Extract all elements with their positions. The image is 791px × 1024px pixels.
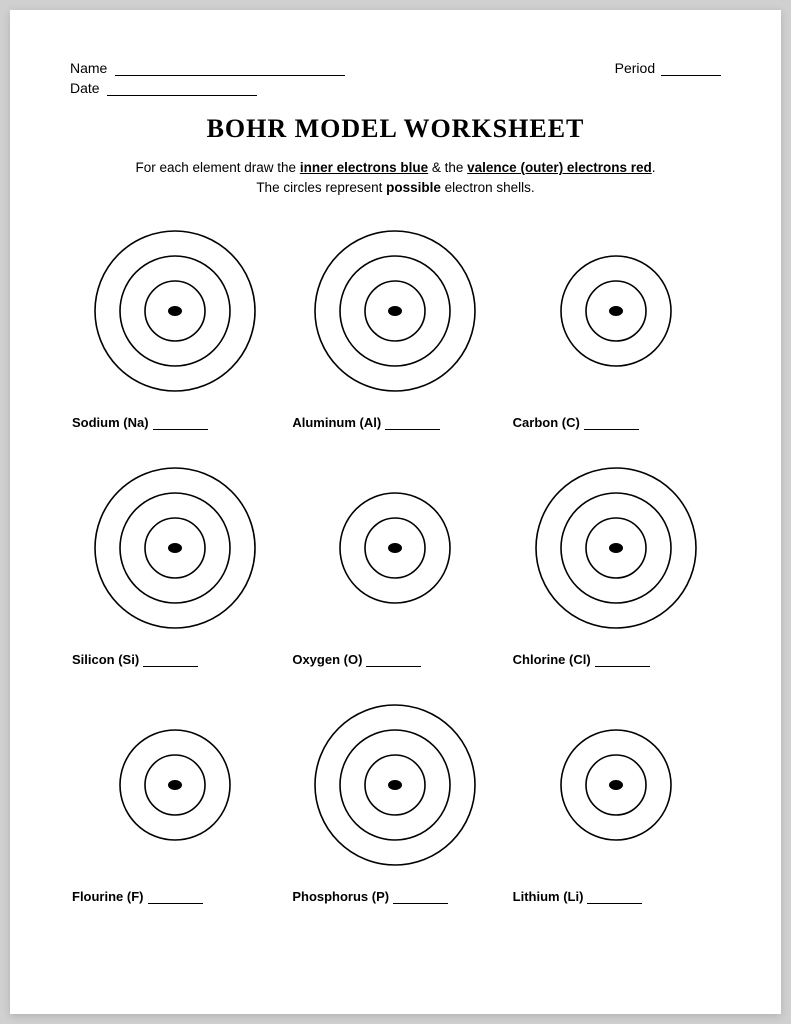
valence-electrons-phrase: valence (outer) electrons red — [467, 160, 652, 175]
diagram-wrap — [290, 695, 500, 875]
element-label: Sodium (Na) — [70, 415, 208, 430]
answer-blank-line[interactable] — [148, 893, 203, 904]
period-field: Period — [615, 60, 721, 76]
bohr-diagram — [526, 458, 706, 638]
nucleus — [168, 306, 182, 316]
name-field: Name — [70, 60, 345, 76]
diagram-wrap — [70, 221, 280, 401]
header-row-2: Date — [70, 80, 721, 96]
instr-text: & the — [428, 160, 467, 175]
period-label: Period — [615, 60, 655, 76]
element-label: Carbon (C) — [511, 415, 639, 430]
element-label: Chlorine (Cl) — [511, 652, 650, 667]
answer-blank-line[interactable] — [587, 893, 642, 904]
instr-text: The circles represent — [256, 180, 386, 195]
nucleus — [609, 780, 623, 790]
element-label: Flourine (F) — [70, 889, 203, 904]
element-cell: Sodium (Na) — [70, 221, 280, 430]
date-label: Date — [70, 80, 100, 96]
answer-blank-line[interactable] — [595, 656, 650, 667]
element-label-text: Lithium (Li) — [513, 889, 584, 904]
element-label-text: Silicon (Si) — [72, 652, 139, 667]
diagram-wrap — [290, 221, 500, 401]
answer-blank-line[interactable] — [366, 656, 421, 667]
bohr-diagram — [85, 221, 265, 401]
element-label-text: Chlorine (Cl) — [513, 652, 591, 667]
element-label: Phosphorus (P) — [290, 889, 448, 904]
name-blank-line[interactable] — [115, 62, 345, 76]
instructions: For each element draw the inner electron… — [70, 158, 721, 199]
element-cell: Aluminum (Al) — [290, 221, 500, 430]
answer-blank-line[interactable] — [393, 893, 448, 904]
element-label: Lithium (Li) — [511, 889, 643, 904]
header-row-1: Name Period — [70, 60, 721, 76]
diagram-wrap — [70, 695, 280, 875]
instr-text: electron shells. — [441, 180, 535, 195]
header-fields: Name Period Date — [70, 60, 721, 96]
element-label: Aluminum (Al) — [290, 415, 440, 430]
bohr-diagram — [305, 695, 485, 875]
worksheet-page: Name Period Date BOHR MODEL WORKSHEET Fo… — [10, 10, 781, 1014]
nucleus — [168, 780, 182, 790]
instr-text: For each element draw the — [135, 160, 299, 175]
nucleus — [388, 543, 402, 553]
bohr-diagram — [85, 695, 265, 875]
inner-electrons-phrase: inner electrons blue — [300, 160, 428, 175]
instructions-line-1: For each element draw the inner electron… — [70, 158, 721, 178]
element-label-text: Oxygen (O) — [292, 652, 362, 667]
nucleus — [168, 543, 182, 553]
nucleus — [388, 306, 402, 316]
bohr-diagram — [526, 221, 706, 401]
element-label: Oxygen (O) — [290, 652, 421, 667]
elements-grid: Sodium (Na) Aluminum (Al) Carbon (C) Silico… — [70, 221, 721, 904]
diagram-wrap — [511, 458, 721, 638]
bohr-diagram — [305, 221, 485, 401]
nucleus — [609, 306, 623, 316]
diagram-wrap — [290, 458, 500, 638]
possible-word: possible — [386, 180, 441, 195]
nucleus — [388, 780, 402, 790]
date-blank-line[interactable] — [107, 82, 257, 96]
element-label-text: Sodium (Na) — [72, 415, 149, 430]
bohr-diagram — [85, 458, 265, 638]
element-cell: Flourine (F) — [70, 695, 280, 904]
nucleus — [609, 543, 623, 553]
element-label-text: Flourine (F) — [72, 889, 144, 904]
answer-blank-line[interactable] — [584, 419, 639, 430]
element-cell: Carbon (C) — [511, 221, 721, 430]
diagram-wrap — [70, 458, 280, 638]
instr-text: . — [652, 160, 656, 175]
bohr-diagram — [305, 458, 485, 638]
element-label: Silicon (Si) — [70, 652, 198, 667]
element-cell: Chlorine (Cl) — [511, 458, 721, 667]
bohr-diagram — [526, 695, 706, 875]
name-label: Name — [70, 60, 107, 76]
element-cell: Silicon (Si) — [70, 458, 280, 667]
period-blank-line[interactable] — [661, 62, 721, 76]
answer-blank-line[interactable] — [153, 419, 208, 430]
element-label-text: Carbon (C) — [513, 415, 580, 430]
element-label-text: Aluminum (Al) — [292, 415, 381, 430]
answer-blank-line[interactable] — [143, 656, 198, 667]
element-cell: Lithium (Li) — [511, 695, 721, 904]
worksheet-title: BOHR MODEL WORKSHEET — [70, 114, 721, 144]
element-cell: Oxygen (O) — [290, 458, 500, 667]
answer-blank-line[interactable] — [385, 419, 440, 430]
element-label-text: Phosphorus (P) — [292, 889, 389, 904]
instructions-line-2: The circles represent possible electron … — [70, 178, 721, 198]
element-cell: Phosphorus (P) — [290, 695, 500, 904]
diagram-wrap — [511, 695, 721, 875]
diagram-wrap — [511, 221, 721, 401]
